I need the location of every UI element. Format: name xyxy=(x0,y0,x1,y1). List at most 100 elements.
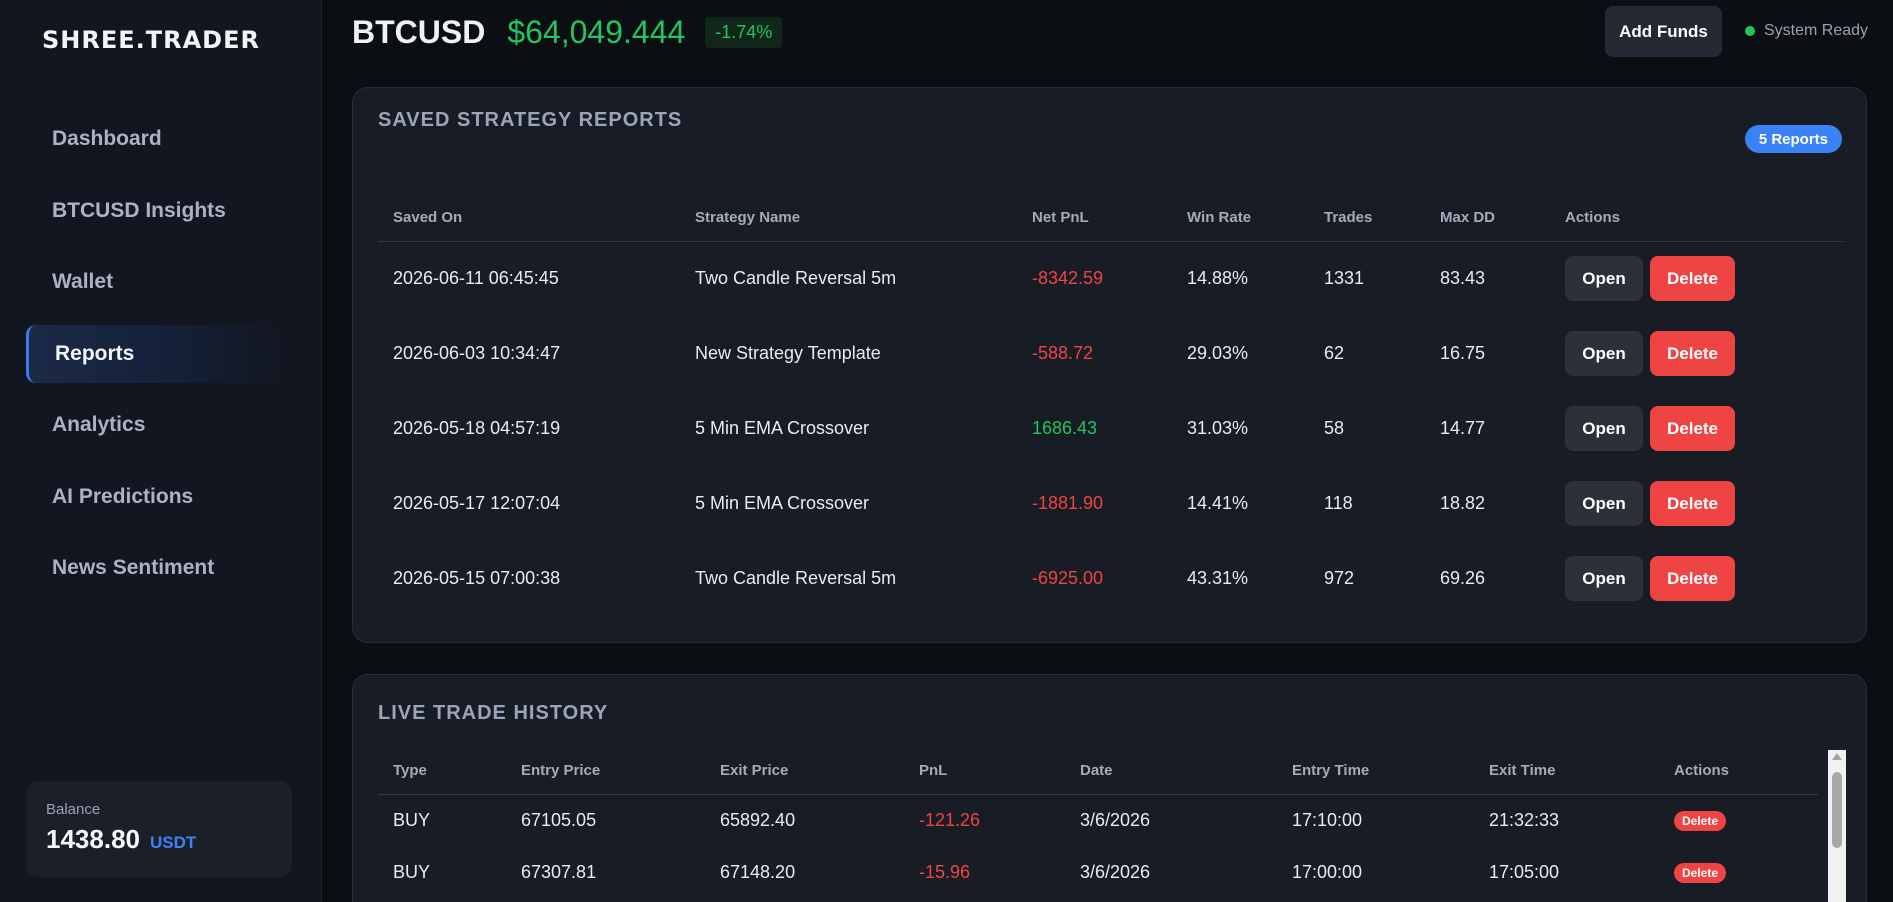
saved-reports-card: SAVED STRATEGY REPORTS 5 Reports Saved O… xyxy=(352,87,1867,643)
delete-report-button[interactable]: Delete xyxy=(1650,406,1735,451)
table-row: 2026-05-18 04:57:19 5 Min EMA Crossover … xyxy=(378,391,1843,466)
saved-on-cell: 2026-06-03 10:34:47 xyxy=(393,343,561,363)
sidebar-nav: Dashboard BTCUSD Insights Wallet Reports… xyxy=(26,110,286,611)
ticker-price: $64,049.444 xyxy=(507,14,686,50)
sidebar-item-dashboard[interactable]: Dashboard xyxy=(26,110,286,168)
column-header: PnL xyxy=(904,747,1065,795)
column-header: Exit Time xyxy=(1474,747,1659,795)
sidebar-item-news-sentiment[interactable]: News Sentiment xyxy=(26,539,286,597)
live-header-row: Type Entry Price Exit Price PnL Date Ent… xyxy=(378,747,1818,795)
reports-table: Saved On Strategy Name Net PnL Win Rate … xyxy=(378,194,1843,616)
table-row: 2026-06-03 10:34:47 New Strategy Templat… xyxy=(378,316,1843,391)
sidebar-item-btcusd-insights[interactable]: BTCUSD Insights xyxy=(26,182,286,240)
date-cell: 3/6/2026 xyxy=(1080,861,1151,882)
win-rate-cell: 29.03% xyxy=(1187,343,1249,363)
trades-cell: 58 xyxy=(1324,418,1345,438)
column-header: Date xyxy=(1065,747,1277,795)
column-header: Win Rate xyxy=(1172,194,1309,242)
win-rate-cell: 43.31% xyxy=(1187,568,1249,588)
open-report-button[interactable]: Open xyxy=(1565,406,1643,451)
sidebar-item-label: Reports xyxy=(55,341,135,365)
live-table-scrollbar[interactable] xyxy=(1828,750,1846,902)
entry-price-cell: 67105.05 xyxy=(521,809,597,830)
open-report-button[interactable]: Open xyxy=(1565,481,1643,526)
saved-on-cell: 2026-05-18 04:57:19 xyxy=(393,418,561,438)
price-change-badge: -1.74% xyxy=(705,17,783,48)
delete-report-button[interactable]: Delete xyxy=(1650,256,1735,302)
column-header: Entry Time xyxy=(1277,747,1474,795)
sidebar-item-label: Wallet xyxy=(52,270,114,293)
column-header: Entry Price xyxy=(506,747,705,795)
open-report-button[interactable]: Open xyxy=(1565,331,1643,376)
actions-cell: Open Delete xyxy=(1550,241,1843,316)
max-dd-cell: 18.82 xyxy=(1440,493,1486,513)
sidebar-item-label: AI Predictions xyxy=(52,484,194,508)
reports-header-row: Saved On Strategy Name Net PnL Win Rate … xyxy=(378,194,1843,242)
strategy-name-cell: New Strategy Template xyxy=(695,343,881,363)
actions-cell: Open Delete xyxy=(1550,466,1843,541)
saved-on-cell: 2026-05-17 12:07:04 xyxy=(393,493,561,513)
net-pnl-cell: -588.72 xyxy=(1032,343,1094,363)
win-rate-cell: 31.03% xyxy=(1187,418,1249,438)
max-dd-cell: 14.77 xyxy=(1440,418,1486,438)
net-pnl-cell: -1881.90 xyxy=(1032,493,1104,513)
scroll-up-arrow-icon[interactable] xyxy=(1832,753,1842,760)
delete-report-button[interactable]: Delete xyxy=(1650,331,1735,376)
date-cell: 3/6/2026 xyxy=(1080,809,1151,830)
saved-reports-title: SAVED STRATEGY REPORTS xyxy=(378,109,683,131)
net-pnl-cell: -6925.00 xyxy=(1032,568,1104,588)
trade-type-cell: BUY xyxy=(393,861,431,882)
column-header: Actions xyxy=(1550,194,1843,242)
trades-cell: 62 xyxy=(1324,343,1345,363)
sidebar-item-label: Analytics xyxy=(52,413,146,436)
strategy-name-cell: 5 Min EMA Crossover xyxy=(695,493,870,513)
column-header: Actions xyxy=(1659,747,1818,795)
balance-value: 1438.80 xyxy=(46,824,140,854)
strategy-name-cell: 5 Min EMA Crossover xyxy=(695,418,870,438)
actions-cell: Delete xyxy=(1659,846,1818,898)
delete-trade-button[interactable]: Delete xyxy=(1674,863,1727,883)
actions-cell: Open Delete xyxy=(1550,541,1843,616)
exit-time-cell: 21:32:33 xyxy=(1489,809,1560,830)
trades-cell: 972 xyxy=(1324,568,1355,588)
sidebar-item-label: BTCUSD Insights xyxy=(52,198,226,222)
ticker-header: BTCUSD $64,049.444 -1.74% xyxy=(352,10,783,55)
delete-report-button[interactable]: Delete xyxy=(1650,481,1735,526)
open-report-button[interactable]: Open xyxy=(1565,256,1643,302)
delete-report-button[interactable]: Delete xyxy=(1650,556,1735,601)
entry-time-cell: 17:10:00 xyxy=(1292,809,1363,830)
add-funds-button[interactable]: Add Funds xyxy=(1605,6,1722,57)
balance-unit: USDT xyxy=(149,833,197,852)
exit-price-cell: 65892.40 xyxy=(720,809,796,830)
trades-cell: 1331 xyxy=(1324,268,1365,289)
ticker-symbol: BTCUSD xyxy=(352,14,486,50)
table-row: BUY 67307.81 67148.20 -15.96 3/6/2026 17… xyxy=(378,846,1818,898)
actions-cell: Open Delete xyxy=(1550,391,1843,466)
app-logo: SHREE.TRADER xyxy=(42,26,260,54)
balance-card: Balance 1438.80 USDT xyxy=(26,781,292,877)
max-dd-cell: 83.43 xyxy=(1440,268,1486,289)
sidebar: SHREE.TRADER Dashboard BTCUSD Insights W… xyxy=(0,0,322,902)
open-report-button[interactable]: Open xyxy=(1565,556,1643,601)
sidebar-item-wallet[interactable]: Wallet xyxy=(26,253,286,311)
scroll-thumb[interactable] xyxy=(1832,772,1842,848)
entry-price-cell: 67307.81 xyxy=(521,861,597,882)
delete-trade-button[interactable]: Delete xyxy=(1674,811,1727,832)
actions-cell: Open Delete xyxy=(1550,316,1843,391)
column-header: Trades xyxy=(1309,194,1425,242)
exit-price-cell: 67148.20 xyxy=(720,861,796,882)
live-trades-table: Type Entry Price Exit Price PnL Date Ent… xyxy=(378,747,1818,898)
win-rate-cell: 14.41% xyxy=(1187,493,1249,513)
sidebar-item-label: Dashboard xyxy=(52,127,162,150)
table-row: 2026-05-17 12:07:04 5 Min EMA Crossover … xyxy=(378,466,1843,541)
column-header: Max DD xyxy=(1425,194,1550,242)
sidebar-item-ai-predictions[interactable]: AI Predictions xyxy=(26,468,286,526)
status-dot-icon xyxy=(1745,26,1755,36)
sidebar-item-reports[interactable]: Reports xyxy=(26,324,286,383)
sidebar-item-analytics[interactable]: Analytics xyxy=(26,396,286,454)
table-row: 2026-06-11 06:45:45 Two Candle Reversal … xyxy=(378,241,1843,316)
win-rate-cell: 14.88% xyxy=(1187,268,1249,289)
sidebar-item-label: News Sentiment xyxy=(52,556,215,579)
column-header: Saved On xyxy=(378,194,680,242)
table-row: 2026-05-15 07:00:38 Two Candle Reversal … xyxy=(378,541,1843,616)
